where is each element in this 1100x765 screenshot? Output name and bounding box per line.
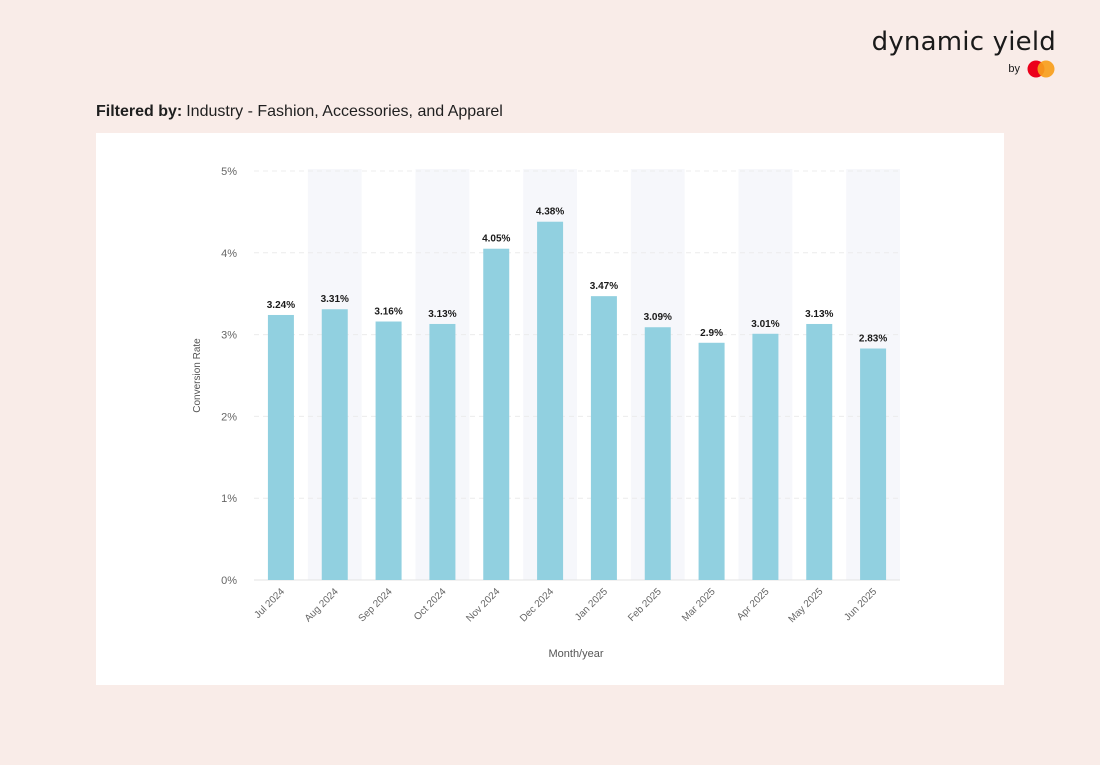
- data-label: 2.9%: [700, 328, 723, 339]
- data-label: 3.16%: [374, 307, 402, 318]
- x-tick-label: Dec 2024: [518, 586, 556, 624]
- x-tick-label: Jun 2025: [842, 586, 879, 623]
- data-label: 3.01%: [751, 319, 779, 330]
- data-label: 3.24%: [267, 300, 295, 311]
- y-tick-label: 5%: [221, 166, 237, 178]
- data-label: 3.47%: [590, 281, 618, 292]
- filter-line: Filtered by: Industry - Fashion, Accessor…: [96, 103, 503, 121]
- data-label: 3.13%: [428, 309, 456, 320]
- bar-chart: 0% 1% 2% 3% 4% 5% 3.24% Jul 2024 3.31% Aug 2024 3.…: [192, 166, 900, 660]
- y-tick-label: 1%: [221, 493, 237, 505]
- brand-by-line: by: [872, 59, 1056, 79]
- bar-dec-2024: [537, 221, 564, 580]
- data-label: 3.09%: [644, 312, 672, 323]
- bar-mar-2025: [698, 342, 725, 580]
- bar-jun-2025: [860, 348, 887, 580]
- x-axis-label: Month/year: [548, 648, 603, 660]
- bar-apr-2025: [752, 333, 779, 580]
- chart-card: 0% 1% 2% 3% 4% 5% 3.24% Jul 2024 3.31% Aug 2024 3.…: [96, 133, 1004, 685]
- x-tick-label: Mar 2025: [680, 586, 718, 624]
- x-tick-label: Oct 2024: [412, 586, 449, 623]
- x-tick-label: Apr 2025: [735, 586, 772, 623]
- y-tick-label: 2%: [221, 411, 237, 423]
- y-axis-label: Conversion Rate: [192, 338, 203, 413]
- filter-label: Filtered by:: [96, 103, 183, 120]
- x-tick-label: Aug 2024: [303, 586, 341, 624]
- x-tick-label: May 2025: [787, 586, 826, 625]
- x-tick-label: Feb 2025: [626, 586, 664, 624]
- bar-feb-2025: [644, 327, 671, 580]
- bar-oct-2024: [429, 323, 456, 580]
- data-label: 3.31%: [321, 294, 349, 305]
- x-tick-label: Jan 2025: [573, 586, 610, 623]
- bar-jul-2024: [267, 314, 294, 580]
- data-label: 4.05%: [482, 234, 510, 245]
- bar-sep-2024: [375, 321, 402, 580]
- bar-aug-2024: [321, 309, 348, 580]
- x-tick-label: Sep 2024: [357, 586, 395, 624]
- y-tick-label: 0%: [221, 575, 237, 587]
- bar-jan-2025: [590, 296, 617, 580]
- x-tick-label: Jul 2024: [253, 586, 288, 621]
- y-tick-label: 3%: [221, 330, 237, 342]
- filter-value: Industry - Fashion, Accessories, and App…: [186, 103, 503, 120]
- data-label: 4.38%: [536, 207, 564, 218]
- data-label: 3.13%: [805, 309, 833, 320]
- x-tick-label: Nov 2024: [464, 586, 502, 624]
- brand-by-text: by: [1008, 63, 1020, 75]
- mastercard-icon: [1027, 60, 1055, 78]
- brand-logo: dynamic yield by: [872, 26, 1056, 79]
- data-label: 2.83%: [859, 334, 887, 345]
- y-tick-label: 4%: [221, 248, 237, 260]
- brand-name: dynamic yield: [871, 27, 1056, 57]
- bar-may-2025: [806, 323, 833, 580]
- bar-nov-2024: [483, 248, 510, 580]
